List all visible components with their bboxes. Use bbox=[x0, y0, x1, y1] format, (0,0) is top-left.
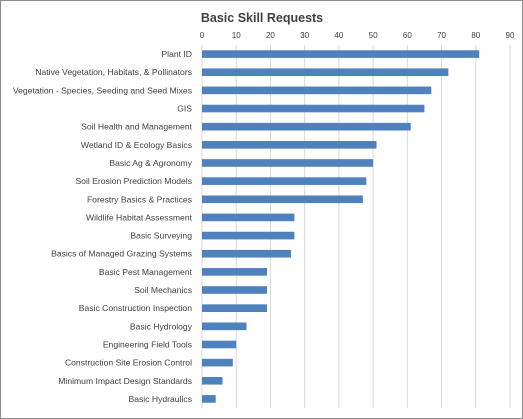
category-label: Basics of Managed Grazing Systems bbox=[51, 249, 192, 259]
category-label: Basic Surveying bbox=[130, 231, 192, 241]
bar bbox=[202, 141, 377, 149]
category-label: Basic Hydraulics bbox=[128, 394, 192, 404]
bar bbox=[202, 50, 480, 58]
category-label: Wildlife Habitat Assessment bbox=[86, 212, 193, 222]
bar bbox=[202, 213, 295, 222]
category-label: Basic Pest Management bbox=[99, 267, 193, 277]
category-label: Vegetation - Species, Seeding and Seed M… bbox=[13, 85, 192, 95]
category-label: Soil Health and Management bbox=[81, 122, 192, 132]
bar bbox=[202, 231, 295, 240]
x-tick-label: 0 bbox=[200, 31, 205, 40]
bar bbox=[202, 340, 237, 349]
category-label: Soil Erosion Prediction Models bbox=[75, 176, 192, 186]
x-tick-label: 80 bbox=[471, 31, 480, 40]
x-tick-label: 30 bbox=[300, 31, 309, 40]
category-label: Native Vegetation, Habitats, & Pollinato… bbox=[35, 67, 192, 77]
category-label: Soil Mechanics bbox=[134, 285, 192, 295]
x-axis-ticks: 0 10 20 30 40 50 60 70 80 90 bbox=[200, 31, 515, 40]
bar bbox=[202, 304, 268, 312]
bar bbox=[202, 86, 432, 95]
category-label: GIS bbox=[177, 104, 192, 114]
category-label: Engineering Field Tools bbox=[103, 339, 192, 349]
chart-title: Basic Skill Requests bbox=[201, 11, 323, 25]
bar bbox=[202, 249, 291, 258]
bar bbox=[202, 395, 216, 403]
bar bbox=[202, 104, 425, 113]
x-tick-label: 20 bbox=[266, 31, 275, 40]
gridlines bbox=[201, 45, 511, 408]
bar bbox=[202, 322, 247, 331]
category-label: Basic Construction Inspection bbox=[79, 303, 192, 313]
bar bbox=[202, 195, 363, 204]
x-tick-label: 60 bbox=[403, 31, 412, 40]
x-tick-label: 10 bbox=[232, 31, 241, 40]
category-label: Wetland ID & Ecology Basics bbox=[81, 140, 192, 150]
category-label: Construction Site Erosion Control bbox=[65, 358, 192, 368]
category-label: Minimum Impact Design Standards bbox=[58, 376, 192, 386]
x-tick-label: 50 bbox=[369, 31, 378, 40]
bar bbox=[202, 177, 367, 185]
x-tick-label: 90 bbox=[506, 31, 515, 40]
x-tick-label: 70 bbox=[437, 31, 446, 40]
bar bbox=[202, 358, 233, 367]
bars bbox=[202, 50, 480, 403]
x-tick-label: 40 bbox=[334, 31, 343, 40]
category-label: Basic Ag & Agronomy bbox=[109, 158, 192, 168]
bar bbox=[202, 376, 223, 385]
category-label: Basic Hydrology bbox=[130, 321, 193, 331]
bar bbox=[202, 159, 374, 167]
bar bbox=[202, 122, 411, 131]
category-labels: Plant ID Native Vegetation, Habitats, & P… bbox=[13, 49, 193, 404]
bar bbox=[202, 68, 449, 77]
bar bbox=[202, 268, 268, 276]
category-label: Forestry Basics & Practices bbox=[87, 194, 192, 204]
bar bbox=[202, 286, 268, 294]
category-label: Plant ID bbox=[161, 49, 192, 59]
